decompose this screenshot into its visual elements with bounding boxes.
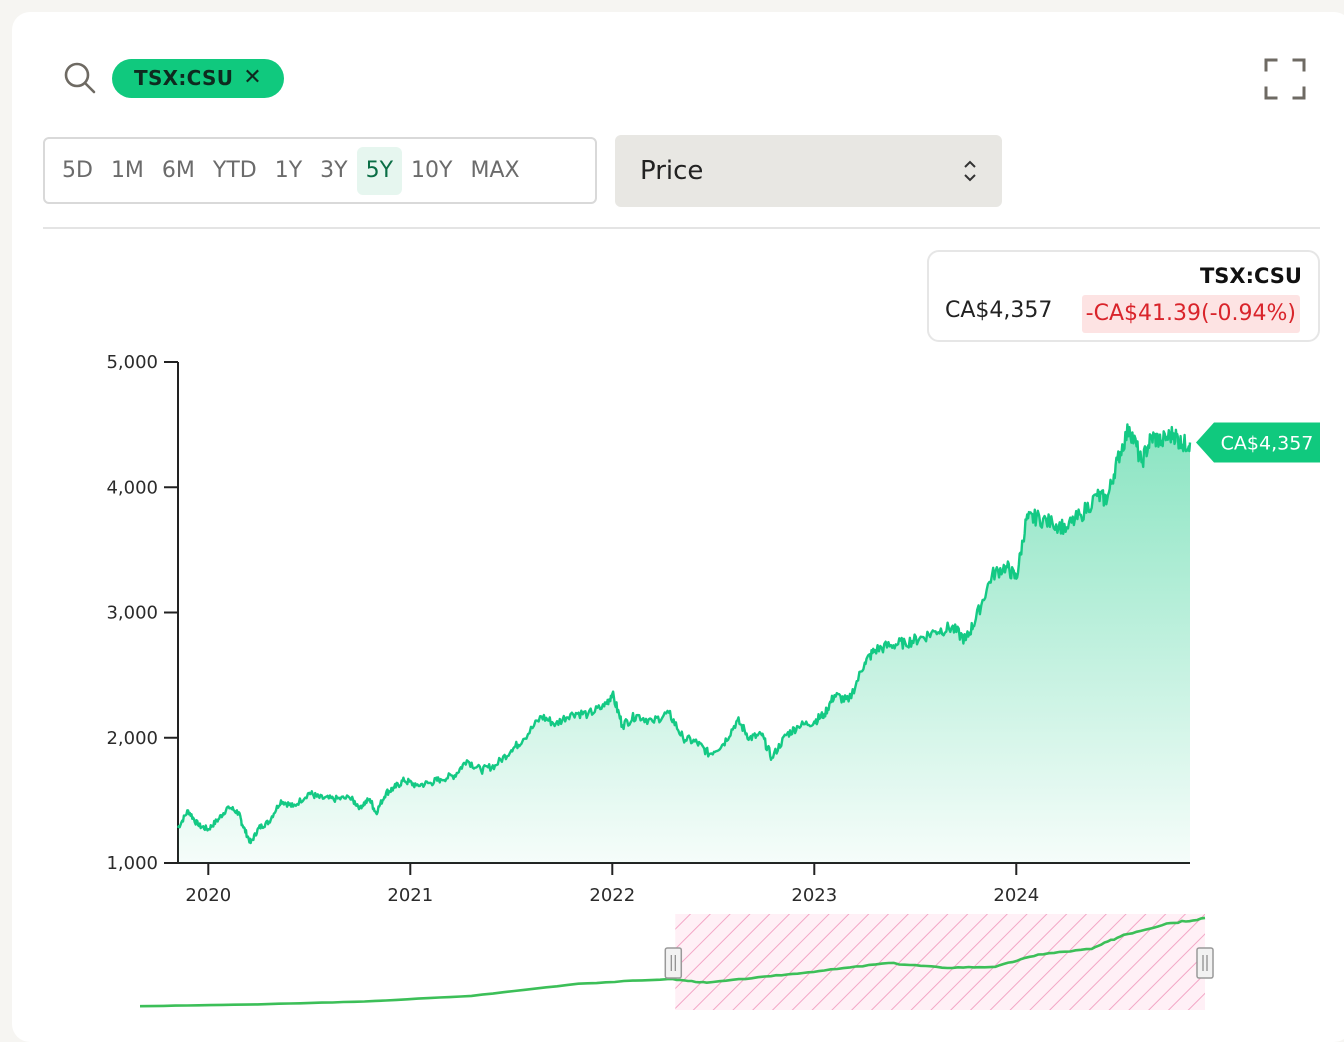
quote-symbol: TSX:CSU [1199,264,1302,288]
x-tick-label: 2022 [589,885,635,906]
y-tick-label: 5,000 [106,352,158,373]
last-value-tag [1196,422,1320,463]
price-line [176,423,1192,845]
navigator-right-handle[interactable] [1196,947,1214,979]
ticker-chip-label: TSX:CSU [134,66,234,90]
range-button-10y[interactable]: 10Y [411,157,453,183]
range-button-5y[interactable]: 5Y [356,146,403,195]
range-button-1m[interactable]: 1M [110,157,144,183]
navigator-selection [675,914,1205,1010]
fullscreen-icon[interactable] [1262,56,1308,102]
range-button-ytd[interactable]: YTD [212,157,257,183]
x-tick-label: 2021 [387,885,433,906]
ticker-chip[interactable]: TSX:CSU ✕ [112,58,284,98]
price-area [178,424,1190,863]
last-value-label: CA$4,357 [1221,433,1314,455]
x-tick-label: 2023 [791,885,837,906]
navigator-left-handle[interactable] [664,947,683,979]
quote-price: CA$4,357 [945,298,1053,323]
quote-change: -CA$41.39(-0.94%) [1081,295,1300,333]
range-button-6m[interactable]: 6M [161,157,195,183]
range-button-max[interactable]: MAX [470,157,520,183]
range-button-5d[interactable]: 5D [62,157,93,183]
quote-box: TSX:CSU CA$4,357 -CA$41.39(-0.94%) [927,250,1320,342]
metric-select-value: Price [640,156,704,186]
select-arrows-icon [964,160,976,182]
search-icon[interactable] [62,60,98,96]
y-tick-label: 3,000 [106,603,158,624]
close-icon[interactable]: ✕ [243,65,262,90]
y-tick-label: 1,000 [106,853,158,874]
x-tick-label: 2020 [185,885,231,906]
range-button-3y[interactable]: 3Y [320,157,348,183]
y-tick-label: 4,000 [106,477,158,498]
search-row: TSX:CSU ✕ [62,58,284,98]
range-button-1y[interactable]: 1Y [274,157,303,183]
range-selector: 5D 1M 6M YTD 1Y 3Y 5Y 10Y MAX [43,137,597,204]
metric-select[interactable]: Price [615,135,1002,207]
navigator-line [139,916,1206,1008]
x-tick-label: 2024 [993,885,1039,906]
y-tick-label: 2,000 [106,728,158,749]
divider [43,227,1320,229]
